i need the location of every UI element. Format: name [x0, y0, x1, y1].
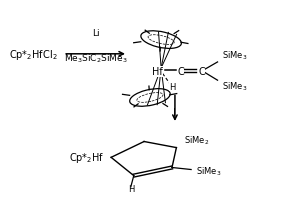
Text: SiMe$_2$: SiMe$_2$	[184, 134, 209, 147]
Text: SiMe$_3$: SiMe$_3$	[222, 49, 247, 62]
Text: Hf: Hf	[152, 67, 163, 77]
Text: Cp*$_2$HfCl$_2$: Cp*$_2$HfCl$_2$	[9, 48, 57, 61]
Text: SiMe$_3$: SiMe$_3$	[222, 80, 247, 92]
Text: SiMe$_3$: SiMe$_3$	[196, 164, 221, 177]
Text: C: C	[178, 67, 184, 77]
Text: Cp*$_2$Hf: Cp*$_2$Hf	[69, 151, 104, 164]
Text: I: I	[173, 107, 176, 117]
Text: Li: Li	[92, 28, 99, 37]
Text: Me$_3$SiC$_2$SiMe$_3$: Me$_3$SiC$_2$SiMe$_3$	[64, 53, 127, 65]
Text: C: C	[198, 67, 205, 77]
Text: H: H	[128, 184, 134, 193]
Text: H: H	[169, 83, 176, 92]
